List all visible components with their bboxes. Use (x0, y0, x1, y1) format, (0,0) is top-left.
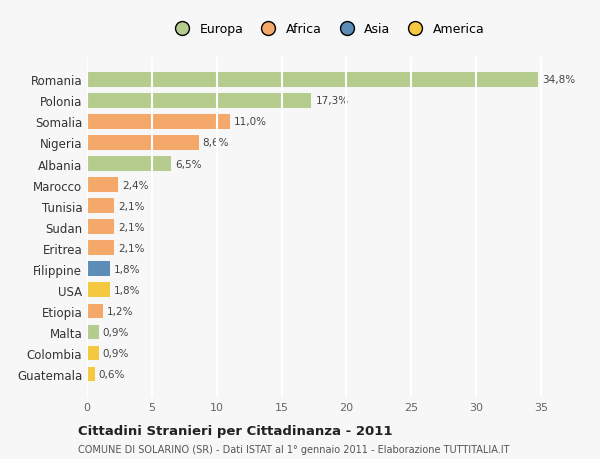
Text: 2,1%: 2,1% (118, 201, 145, 211)
Bar (87, 199, 114, 213)
Text: 0,9%: 0,9% (103, 348, 129, 358)
Text: 8,6%: 8,6% (202, 138, 229, 148)
Bar (87, 220, 114, 235)
Text: 1,8%: 1,8% (114, 264, 141, 274)
Text: 2,1%: 2,1% (118, 243, 145, 253)
Legend: Europa, Africa, Asia, America: Europa, Africa, Asia, America (169, 23, 485, 36)
Bar (87, 157, 172, 172)
Text: 2,4%: 2,4% (122, 180, 149, 190)
Text: 2,1%: 2,1% (118, 222, 145, 232)
Bar (87, 283, 110, 297)
Text: 17,3%: 17,3% (316, 96, 349, 106)
Text: 6,5%: 6,5% (175, 159, 202, 169)
Bar (87, 115, 230, 129)
Bar (87, 367, 95, 381)
Text: COMUNE DI SOLARINO (SR) - Dati ISTAT al 1° gennaio 2011 - Elaborazione TUTTITALI: COMUNE DI SOLARINO (SR) - Dati ISTAT al … (78, 444, 509, 454)
Text: 1,2%: 1,2% (106, 306, 133, 316)
Bar (87, 304, 103, 319)
Bar (87, 136, 199, 151)
Text: Cittadini Stranieri per Cittadinanza - 2011: Cittadini Stranieri per Cittadinanza - 2… (78, 424, 392, 437)
Text: 34,8%: 34,8% (542, 75, 575, 85)
Bar (87, 94, 311, 108)
Bar (87, 346, 98, 361)
Text: 1,8%: 1,8% (114, 285, 141, 295)
Bar (87, 73, 538, 88)
Bar (87, 241, 114, 256)
Bar (87, 325, 98, 340)
Bar (87, 178, 118, 192)
Text: 11,0%: 11,0% (233, 117, 266, 127)
Bar (87, 262, 110, 277)
Text: 0,6%: 0,6% (98, 369, 125, 379)
Text: 0,9%: 0,9% (103, 327, 129, 337)
